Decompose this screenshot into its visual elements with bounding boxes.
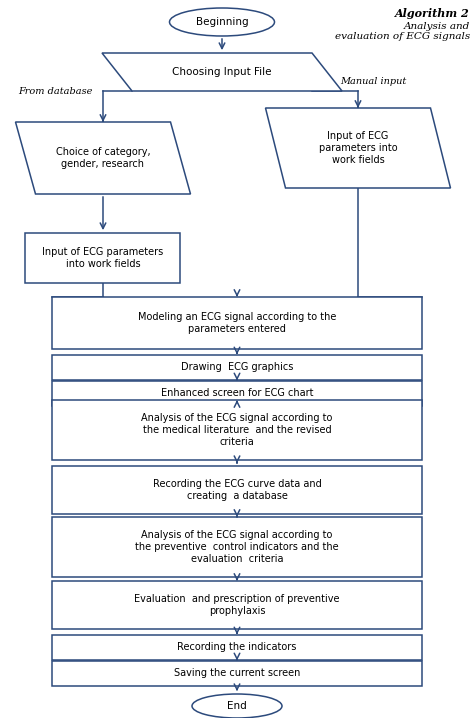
Text: Algorithm 2: Algorithm 2: [395, 8, 470, 19]
Ellipse shape: [192, 694, 282, 718]
Text: Drawing  ECG graphics: Drawing ECG graphics: [181, 362, 293, 372]
Text: Evaluation  and prescription of preventive
prophylaxis: Evaluation and prescription of preventiv…: [134, 594, 340, 616]
FancyBboxPatch shape: [52, 661, 422, 686]
FancyBboxPatch shape: [52, 297, 422, 349]
Text: Beginning: Beginning: [196, 17, 248, 27]
Text: End: End: [227, 701, 247, 711]
Text: Saving the current screen: Saving the current screen: [174, 668, 300, 678]
Text: From database: From database: [18, 88, 92, 96]
FancyBboxPatch shape: [52, 466, 422, 514]
FancyBboxPatch shape: [52, 355, 422, 380]
FancyBboxPatch shape: [52, 581, 422, 629]
Text: Choosing Input File: Choosing Input File: [172, 67, 272, 77]
Text: Recording the ECG curve data and
creating  a database: Recording the ECG curve data and creatin…: [153, 479, 321, 501]
FancyBboxPatch shape: [26, 233, 181, 283]
Polygon shape: [265, 108, 450, 188]
FancyBboxPatch shape: [52, 400, 422, 460]
Ellipse shape: [170, 8, 274, 36]
Text: Input of ECG parameters
into work fields: Input of ECG parameters into work fields: [42, 247, 164, 269]
Text: Analysis of the ECG signal according to
the preventive  control indicators and t: Analysis of the ECG signal according to …: [135, 530, 339, 564]
Text: Input of ECG
parameters into
work fields: Input of ECG parameters into work fields: [319, 131, 397, 165]
Text: Enhanced screen for ECG chart: Enhanced screen for ECG chart: [161, 388, 313, 398]
FancyBboxPatch shape: [52, 381, 422, 406]
Text: Choice of category,
gender, research: Choice of category, gender, research: [55, 146, 150, 169]
Text: Manual input: Manual input: [340, 78, 406, 86]
FancyBboxPatch shape: [52, 635, 422, 660]
Polygon shape: [16, 122, 191, 194]
Text: Analysis and
evaluation of ECG signals: Analysis and evaluation of ECG signals: [335, 22, 470, 42]
Polygon shape: [102, 53, 342, 91]
FancyBboxPatch shape: [52, 517, 422, 577]
Text: Analysis of the ECG signal according to
the medical literature  and the revised
: Analysis of the ECG signal according to …: [141, 413, 333, 447]
Text: Modeling an ECG signal according to the
parameters entered: Modeling an ECG signal according to the …: [138, 312, 336, 334]
Text: Recording the indicators: Recording the indicators: [177, 642, 297, 652]
